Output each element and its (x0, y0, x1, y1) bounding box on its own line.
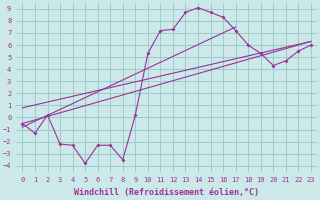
X-axis label: Windchill (Refroidissement éolien,°C): Windchill (Refroidissement éolien,°C) (74, 188, 259, 197)
